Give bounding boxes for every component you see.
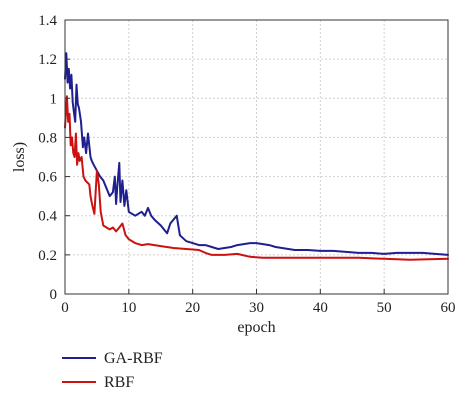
- x-tick-label: 40: [313, 300, 328, 316]
- y-tick-label: 0.8: [38, 130, 57, 146]
- legend-label: GA-RBF: [104, 350, 163, 367]
- tick-layer: 0 10 20 30 40 50 60 0 0.2 0.4 0.6 0.8 1 1.2 1.4: [38, 13, 455, 316]
- x-tick-label: 20: [185, 300, 200, 316]
- y-tick-label: 0.6: [38, 170, 57, 186]
- y-tick-label: 1.4: [38, 13, 57, 29]
- x-tick-label: 0: [61, 300, 69, 316]
- grid: [65, 20, 448, 294]
- y-tick-label: 1: [50, 91, 58, 107]
- series-line-ga-rbf: [64, 52, 449, 256]
- x-tick-label: 10: [121, 300, 136, 316]
- series-layer: [64, 52, 449, 261]
- legend: GA-RBF RBF: [62, 350, 163, 391]
- series-line-rbf: [64, 95, 449, 261]
- y-tick-label: 0.2: [38, 248, 57, 264]
- y-tick-label: 0.4: [38, 209, 57, 225]
- y-tick-label: 0: [50, 287, 58, 303]
- x-tick-label: 50: [377, 300, 392, 316]
- legend-label: RBF: [104, 374, 134, 391]
- y-tick-label: 1.2: [38, 52, 57, 68]
- x-axis-label: epoch: [237, 319, 275, 336]
- x-tick-label: 60: [441, 300, 456, 316]
- y-axis-label: loss): [11, 142, 28, 172]
- x-tick-label: 30: [249, 300, 264, 316]
